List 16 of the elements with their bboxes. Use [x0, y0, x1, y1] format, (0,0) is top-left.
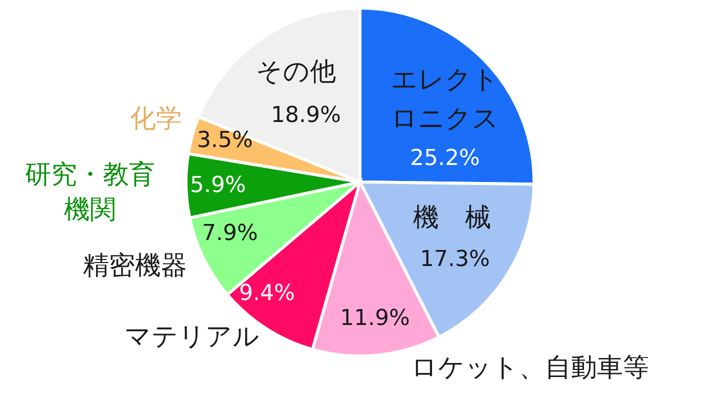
slice-label: エレクトロニクス	[391, 65, 499, 134]
slice-label: その他	[256, 57, 336, 87]
data-label: 17.3%	[420, 247, 490, 272]
slice-label: ロケット、自動車等	[411, 353, 649, 383]
data-label: 7.9%	[202, 221, 258, 246]
data-label: 25.2%	[410, 146, 480, 171]
slice-label: 研究・教育機関	[25, 160, 155, 225]
slice-label: 機 械	[413, 203, 491, 233]
slice-label: 精密機器	[83, 251, 187, 281]
slice-label: 化学	[130, 104, 182, 134]
data-label: 18.9%	[271, 103, 341, 128]
slice-label: マテリアル	[124, 322, 260, 352]
data-label: 5.9%	[190, 173, 246, 198]
data-label: 11.9%	[340, 306, 410, 331]
data-label: 3.5%	[197, 128, 253, 153]
data-label: 9.4%	[239, 281, 295, 306]
